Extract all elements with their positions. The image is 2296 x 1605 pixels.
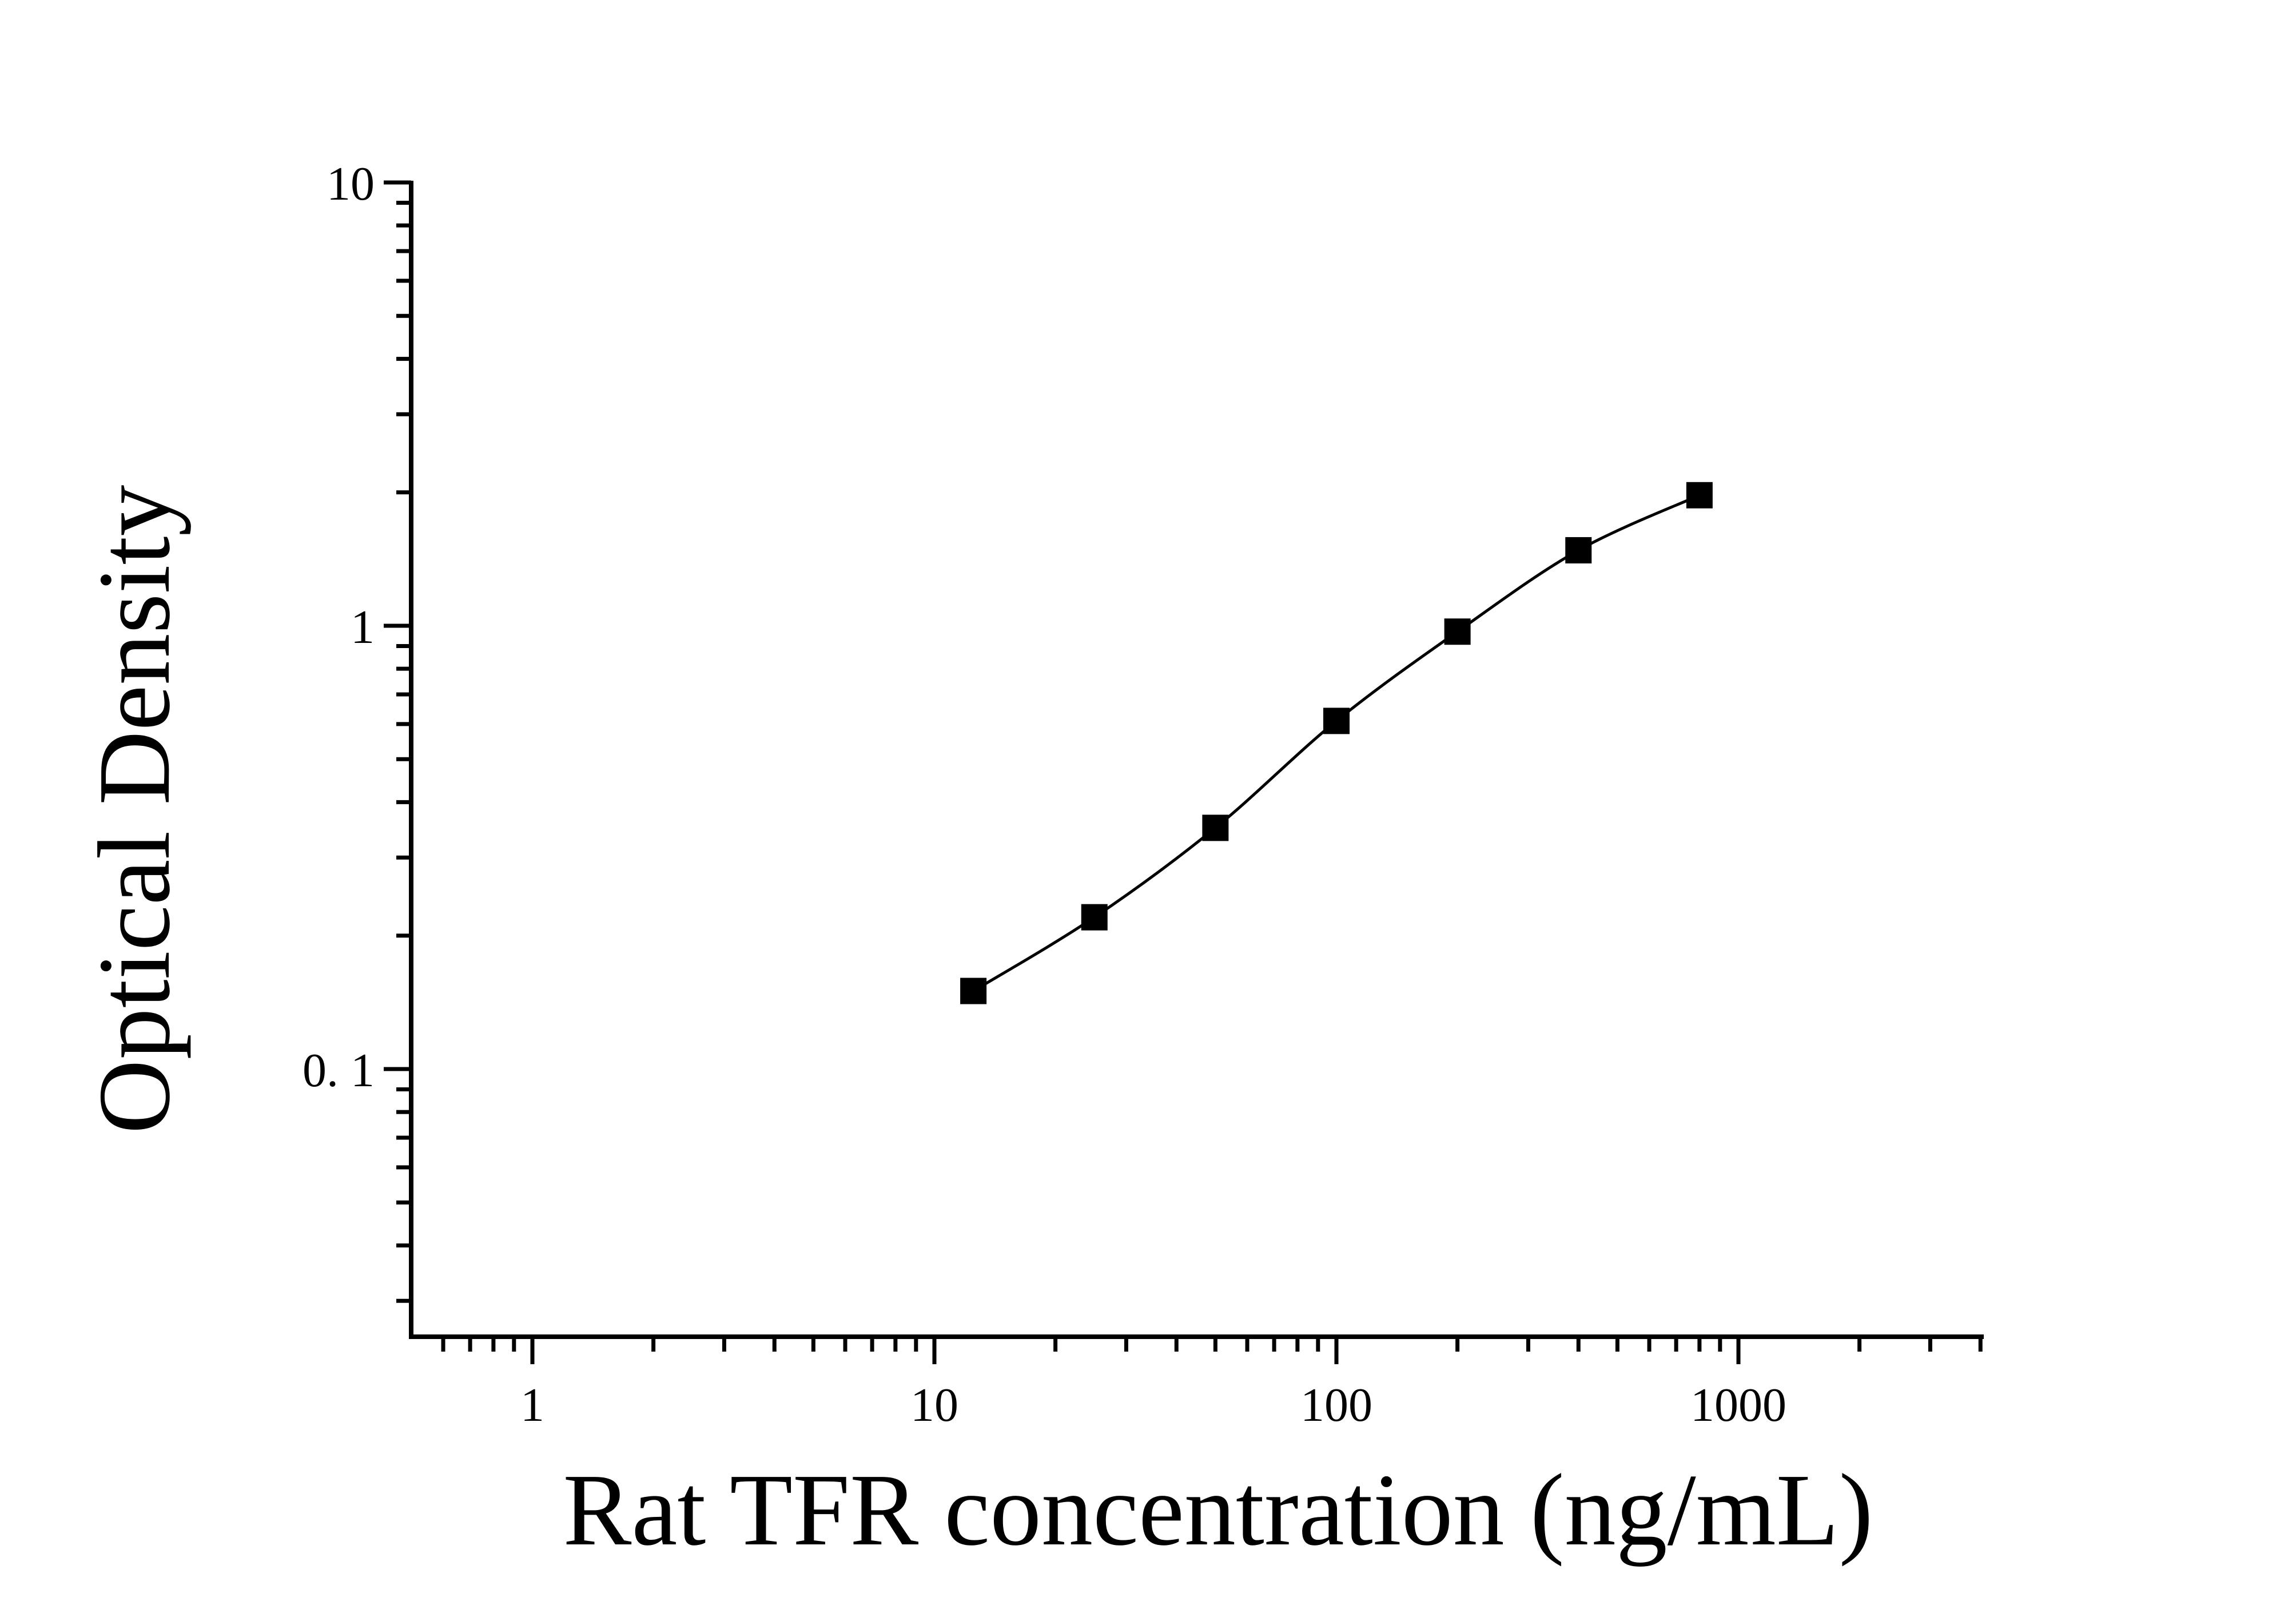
data-point-marker — [1323, 708, 1350, 734]
data-point-marker — [1444, 618, 1471, 645]
plot-layer: 1 10 100 1000 10 1 0. 1 — [303, 157, 1984, 1432]
data-point-marker — [1081, 904, 1108, 931]
data-point-marker — [960, 978, 987, 1004]
x-tick-label: 10 — [910, 1378, 958, 1432]
x-axis-title: Rat TFR concentration (ng/mL) — [563, 1453, 1873, 1567]
data-point-marker — [1686, 482, 1713, 508]
y-tick-label: 0. 1 — [303, 1044, 375, 1097]
y-tick-label: 10 — [327, 157, 375, 210]
x-tick-label: 100 — [1300, 1378, 1372, 1432]
data-point-marker — [1565, 537, 1592, 564]
x-tick-label: 1000 — [1690, 1378, 1786, 1432]
y-tick-label: 1 — [351, 601, 375, 654]
data-point-marker — [1202, 815, 1229, 841]
x-tick-label: 1 — [520, 1378, 544, 1432]
y-axis-title: Optical Density — [77, 485, 191, 1134]
